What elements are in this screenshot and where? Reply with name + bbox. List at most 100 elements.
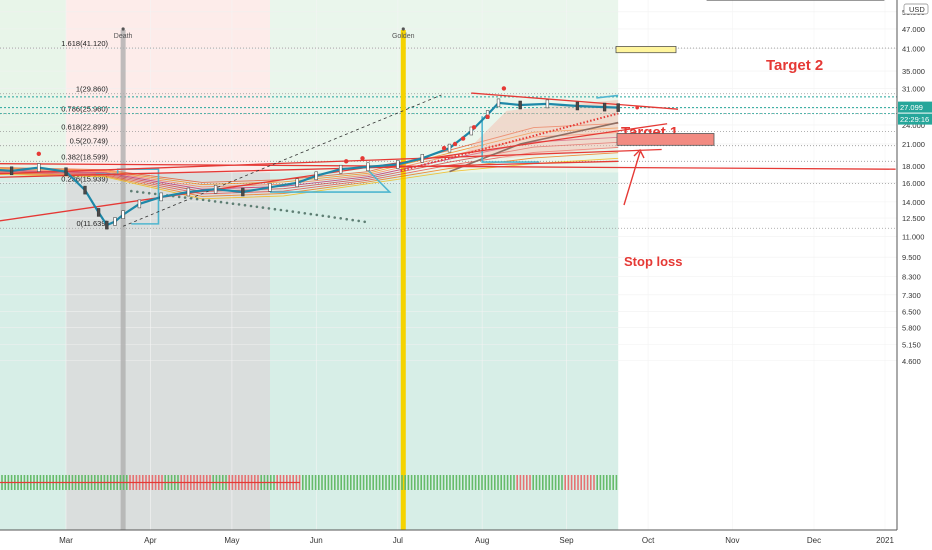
y-tick-label: 16.000: [902, 179, 925, 188]
fib-level-label: 0(11.639): [76, 219, 108, 228]
signal-dot: [441, 145, 447, 151]
cross-label: Death: [114, 33, 133, 40]
x-tick-label: Oct: [642, 536, 655, 545]
ma-line: [0, 141, 619, 192]
countdown-text: 22:29:16: [900, 115, 929, 124]
descending-dot: [357, 219, 361, 223]
descending-dot: [279, 208, 283, 212]
candle: [518, 100, 522, 110]
descending-dot: [130, 189, 133, 193]
last-price-tag: [898, 101, 932, 113]
descending-dot: [136, 190, 139, 194]
ma-line: [0, 157, 619, 200]
gray-lower-zone: [66, 172, 270, 530]
support-trendline-3: [0, 160, 619, 178]
signal-dot: [501, 86, 507, 91]
signal-dot: [485, 114, 490, 120]
descending-dot: [153, 192, 157, 196]
grid-lines: [0, 0, 897, 530]
support-trendline-2: [0, 148, 662, 175]
x-tick-label: Mar: [59, 536, 73, 545]
descending-dot: [147, 191, 151, 195]
rising-dotted-support: [400, 112, 619, 172]
descending-dot: [327, 215, 331, 218]
x-tick-label: Jun: [310, 536, 323, 545]
y-tick-label: 24.000: [902, 121, 925, 130]
y-tick-label: 6.500: [902, 307, 921, 316]
descending-dot: [255, 205, 259, 209]
descending-dot: [339, 217, 343, 220]
candle: [64, 167, 68, 176]
candle: [83, 185, 87, 195]
currency-label: USD: [909, 5, 925, 14]
y-tick-label: 5.150: [902, 341, 921, 350]
bottom-indicator: [0, 475, 618, 490]
descending-dot: [291, 210, 295, 213]
x-tick-label: Dec: [807, 536, 821, 545]
fib-level-label: 0.786(25.960): [61, 105, 108, 114]
x-tick-label: Aug: [475, 536, 489, 545]
descending-dot: [333, 216, 337, 219]
stop-loss-label: Stop loss: [624, 254, 683, 269]
candle: [295, 178, 299, 188]
signal-dot: [360, 156, 365, 161]
y-tick-label: 21.000: [902, 140, 925, 149]
y-tick-label: 14.000: [902, 198, 925, 207]
target-arrow: [623, 148, 645, 206]
y-tick-label: 9.500: [902, 253, 921, 262]
descending-dot: [351, 218, 355, 222]
x-tick-label: May: [224, 536, 239, 545]
descending-dot: [315, 213, 319, 217]
descending-dot: [189, 197, 193, 200]
y-tick-label: 41.000: [902, 44, 925, 53]
cross-marker: [121, 27, 125, 31]
candle: [469, 126, 473, 136]
cross-marker: [401, 27, 405, 31]
candle: [121, 210, 125, 219]
candle: [241, 187, 245, 197]
fibonacci-levels: 3.618(77.561)2.618(59.341)1.618(41.120)1…: [0, 27, 897, 530]
candle: [545, 99, 550, 109]
y-tick-label: 35.000: [902, 67, 925, 76]
y-tick-label: 12.500: [902, 214, 925, 223]
target1-box: [615, 46, 677, 54]
candle: [575, 101, 580, 111]
signal-dot: [452, 141, 458, 147]
descending-dot: [363, 220, 367, 224]
candle: [339, 164, 343, 174]
ma-line: [0, 122, 619, 183]
candle: [105, 220, 109, 230]
descending-dot: [249, 204, 253, 208]
x-tick-label: Apr: [144, 536, 157, 545]
candle: [268, 183, 272, 192]
candle: [9, 166, 14, 176]
descending-dot: [285, 209, 289, 213]
descending-dot: [303, 212, 307, 215]
ribbon-fill: [463, 99, 619, 159]
ma-line: [0, 127, 619, 186]
cross-label: Golden: [392, 33, 415, 40]
descending-dot: [207, 199, 211, 202]
candle: [447, 143, 452, 153]
countdown-tag: [898, 113, 932, 125]
current-marker: [635, 105, 639, 110]
candle: [113, 217, 117, 226]
descending-dot: [177, 195, 181, 199]
wedge-top-line: [471, 92, 679, 110]
descending-dot: [267, 207, 271, 210]
y-tick-label: 5.800: [902, 324, 921, 333]
stop-loss-box: [616, 133, 715, 146]
signal-dot: [471, 125, 477, 130]
x-tick-label: 2021: [876, 536, 894, 545]
descending-dot: [345, 217, 349, 221]
candle: [366, 162, 370, 172]
candle: [396, 160, 400, 169]
last-price-text: 27.099: [900, 103, 923, 112]
y-tick-label: 31.000: [902, 84, 925, 93]
price-series: [0, 86, 620, 230]
y-tick-label: 11.000: [902, 232, 924, 241]
candle: [137, 199, 142, 209]
descending-dot: [237, 203, 241, 206]
candle: [213, 184, 218, 194]
